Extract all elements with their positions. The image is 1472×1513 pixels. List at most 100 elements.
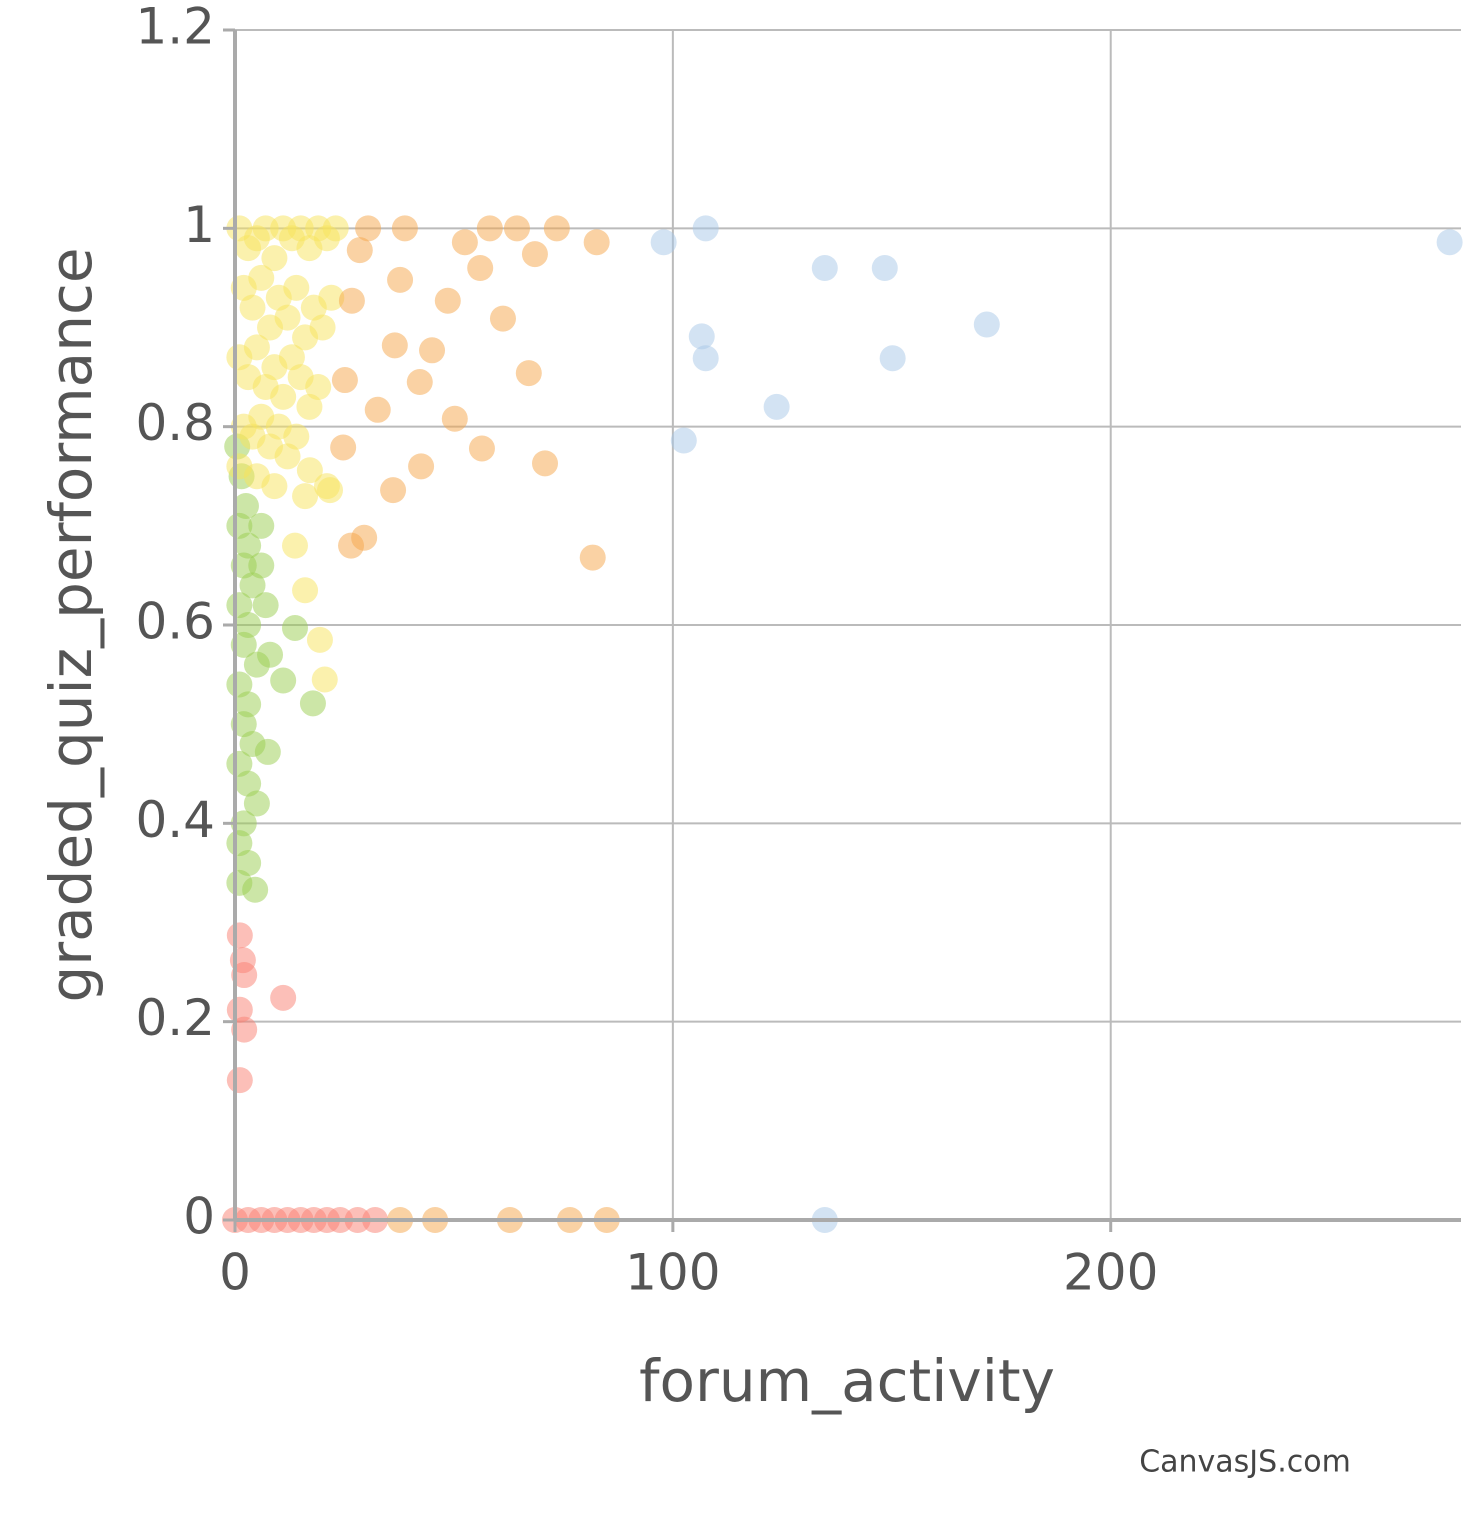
x-tick-label: 100: [625, 1244, 720, 1302]
y-tick-label: 0.6: [135, 593, 215, 651]
point: [391, 215, 418, 242]
point: [380, 477, 407, 504]
point: [239, 294, 266, 321]
point: [503, 215, 530, 242]
point: [331, 367, 358, 394]
point: [226, 1067, 253, 1094]
credit: CanvasJS.com: [1139, 1445, 1351, 1480]
point: [688, 323, 715, 350]
point: [406, 369, 433, 396]
point: [306, 626, 333, 653]
point: [419, 337, 446, 364]
point: [274, 304, 301, 331]
point: [226, 592, 253, 619]
point: [235, 850, 262, 876]
y-tick-label: 0.8: [135, 394, 215, 452]
point: [346, 237, 373, 264]
point: [387, 266, 414, 293]
point: [692, 215, 719, 242]
axes: 0 0.2 0.4 0.6 0.8 1 1.2 0 100 200: [135, 0, 1461, 1302]
point: [257, 641, 284, 668]
point: [226, 750, 253, 777]
point: [270, 383, 297, 410]
point: [254, 738, 281, 765]
point: [235, 612, 262, 638]
point: [239, 572, 266, 599]
point: [226, 512, 253, 539]
point: [235, 691, 262, 718]
point: [670, 427, 697, 454]
point: [243, 334, 270, 361]
point: [278, 344, 305, 371]
point: [248, 512, 275, 539]
point: [283, 274, 310, 301]
point: [543, 215, 570, 242]
y-tick-label: 0.4: [135, 791, 215, 849]
point: [692, 345, 719, 372]
point: [270, 667, 297, 694]
point: [532, 450, 559, 477]
point: [355, 215, 382, 242]
point: [451, 229, 478, 256]
point: [283, 423, 310, 450]
point: [468, 435, 495, 462]
point: [261, 245, 288, 272]
point: [351, 524, 378, 551]
point: [226, 922, 253, 949]
marks: [222, 215, 1463, 1233]
point: [317, 477, 344, 504]
point: [281, 614, 308, 641]
point: [226, 830, 253, 857]
point: [515, 360, 542, 387]
point: [296, 393, 323, 420]
point: [476, 215, 503, 242]
point: [292, 577, 319, 604]
point: [441, 405, 468, 432]
point: [261, 473, 288, 500]
point: [583, 229, 610, 256]
point: [318, 284, 345, 311]
point: [231, 1016, 258, 1043]
point: [252, 592, 279, 619]
point: [270, 984, 297, 1011]
point: [650, 229, 677, 256]
point: [309, 314, 336, 341]
y-tick-label: 1.2: [135, 0, 215, 56]
x-tick-label: 0: [219, 1244, 251, 1302]
point: [296, 457, 323, 484]
grid: [234, 29, 1461, 1221]
y-tick-label: 1: [183, 196, 215, 254]
point: [408, 453, 435, 480]
point: [338, 287, 365, 314]
point: [364, 396, 391, 423]
point: [226, 671, 253, 698]
point: [230, 631, 257, 658]
point: [235, 770, 262, 797]
x-tick-label: 200: [1063, 1244, 1158, 1302]
point: [973, 311, 1000, 338]
point: [434, 287, 461, 314]
point: [248, 264, 275, 291]
point: [232, 493, 259, 519]
x-axis-title: forum_activity: [639, 1347, 1055, 1415]
point: [248, 552, 275, 579]
point: [311, 666, 338, 693]
point: [467, 255, 494, 281]
point: [521, 241, 548, 268]
y-axis-title: graded_quiz_performance: [37, 247, 105, 1002]
point: [299, 690, 326, 717]
point: [871, 255, 898, 281]
point: [235, 532, 262, 559]
point: [292, 483, 319, 510]
point: [811, 255, 838, 281]
point: [305, 374, 332, 400]
point: [381, 332, 408, 359]
point: [230, 711, 257, 738]
y-tick-label: 0.2: [135, 989, 215, 1047]
point: [243, 790, 270, 817]
point: [579, 544, 606, 571]
point: [763, 393, 790, 420]
point: [879, 345, 906, 372]
